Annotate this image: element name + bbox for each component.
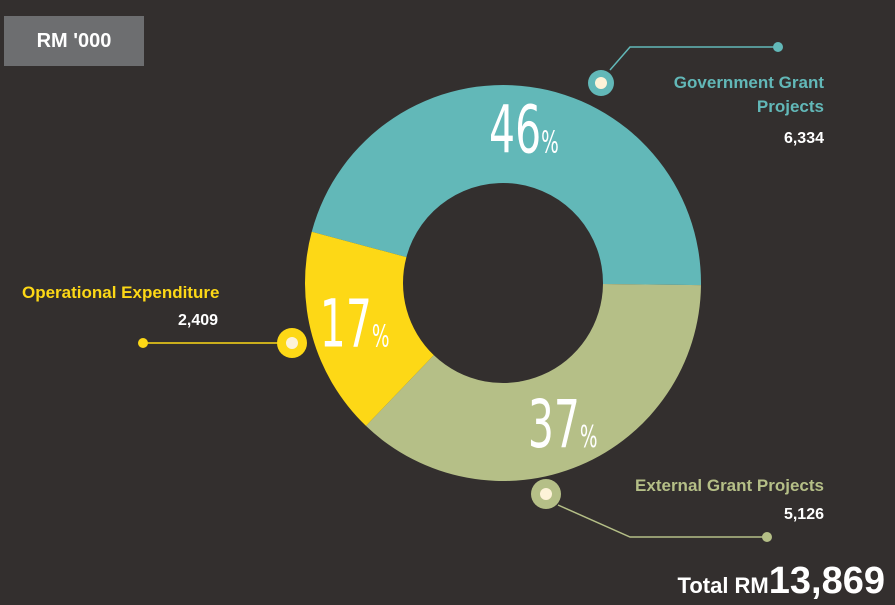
donut: 46% 37% 17% <box>304 84 701 482</box>
callouts <box>138 42 783 542</box>
donut-segment <box>311 84 701 286</box>
donut-segment <box>365 284 701 482</box>
callout-dot <box>762 532 772 542</box>
value-label: 46% <box>489 91 559 168</box>
callout-ring-center <box>540 488 552 500</box>
amount-label: 5,126 <box>783 506 824 523</box>
total: Total RM13,869 <box>678 560 885 603</box>
legend-label: Government Grant Projects <box>673 73 824 116</box>
callout-line <box>609 46 778 71</box>
value-label: 17% <box>320 285 390 362</box>
amount-label: 6,334 <box>783 130 824 147</box>
amount-label: 2,409 <box>178 312 219 329</box>
total-value: 13,869 <box>768 560 885 602</box>
callout-dot <box>138 338 148 348</box>
donut-segment <box>304 231 434 426</box>
callout-dot <box>773 42 783 52</box>
callout-line <box>557 504 767 538</box>
callout-ring-center <box>595 77 607 89</box>
unit-badge: RM '000 <box>4 16 144 66</box>
total-label: Total RM <box>677 573 769 598</box>
value-label: 37% <box>528 386 598 463</box>
legend-label: External Grant Projects <box>635 476 824 495</box>
callout-ring-center <box>286 337 298 349</box>
legend-label: Operational Expenditure <box>22 283 220 302</box>
